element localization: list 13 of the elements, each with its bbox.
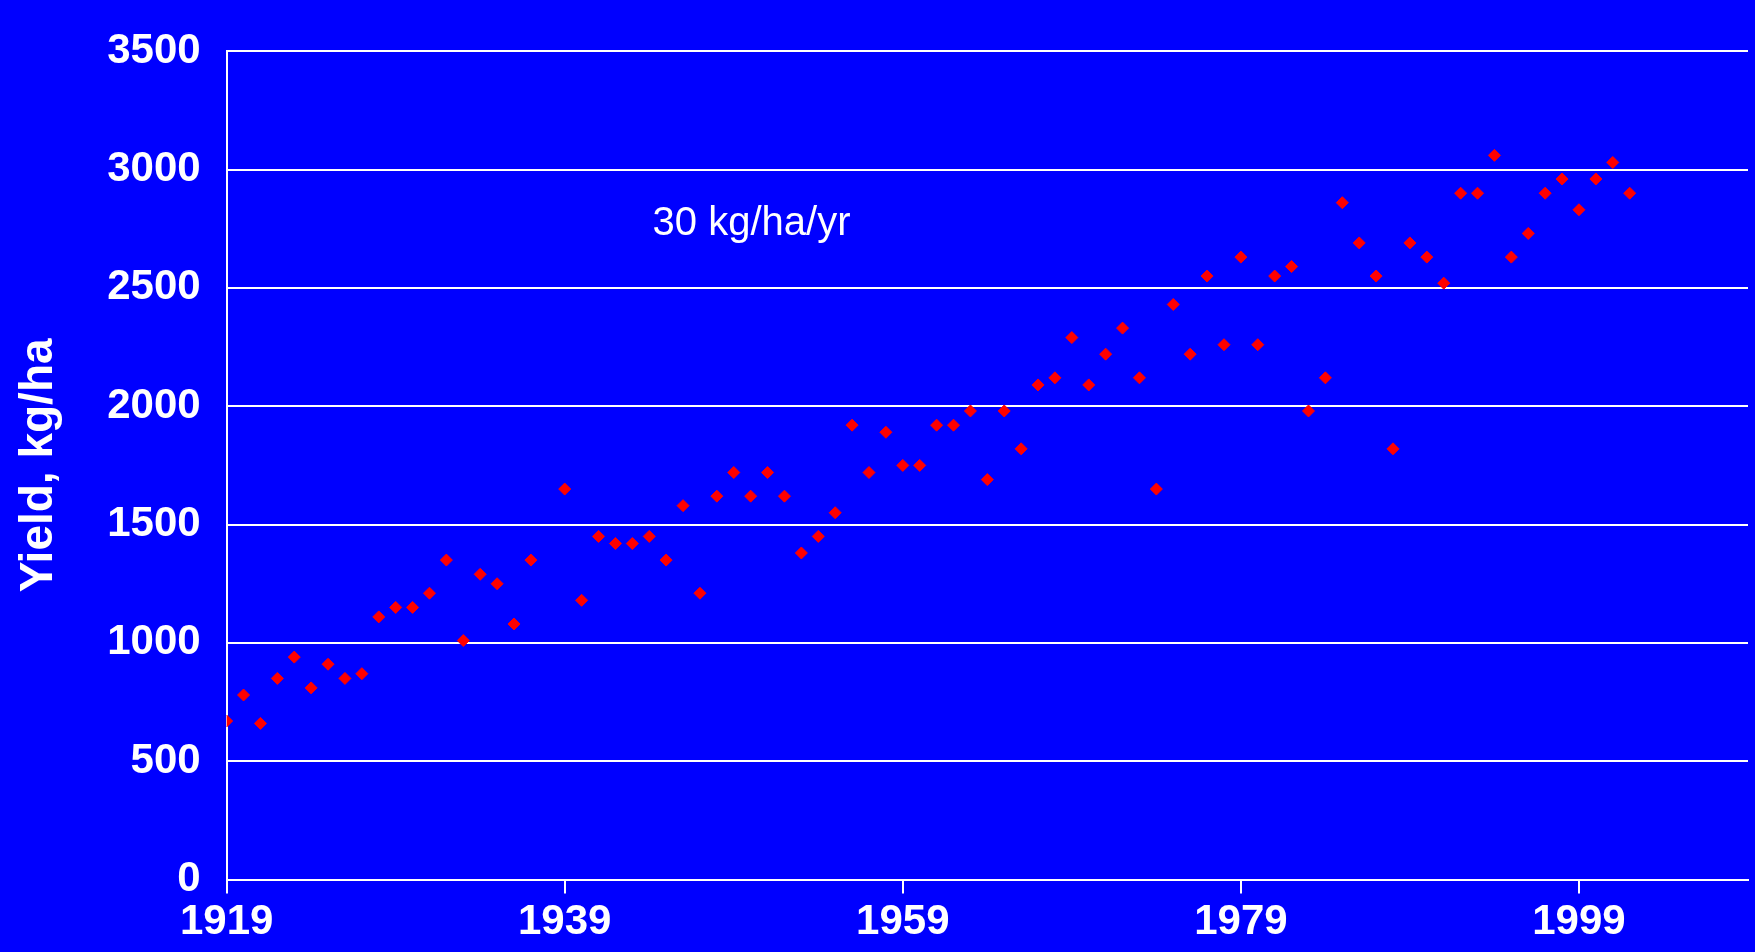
y-tick-label: 3000 <box>107 143 201 191</box>
x-tick-label: 1979 <box>1194 896 1288 944</box>
y-tick-label: 3500 <box>107 24 201 72</box>
x-tick-label: 1999 <box>1532 896 1626 944</box>
y-axis-title: Yield, kg/ha <box>10 338 63 593</box>
y-tick-label: 2000 <box>107 379 201 427</box>
annotation: 30 kg/ha/yr <box>652 199 851 244</box>
y-tick-label: 2500 <box>107 261 201 309</box>
y-tick-label: 1000 <box>107 616 201 664</box>
y-tick-label: 1500 <box>107 498 201 546</box>
x-tick-label: 1939 <box>518 896 612 944</box>
x-tick-label: 1959 <box>856 896 950 944</box>
y-tick-label: 500 <box>130 734 201 782</box>
